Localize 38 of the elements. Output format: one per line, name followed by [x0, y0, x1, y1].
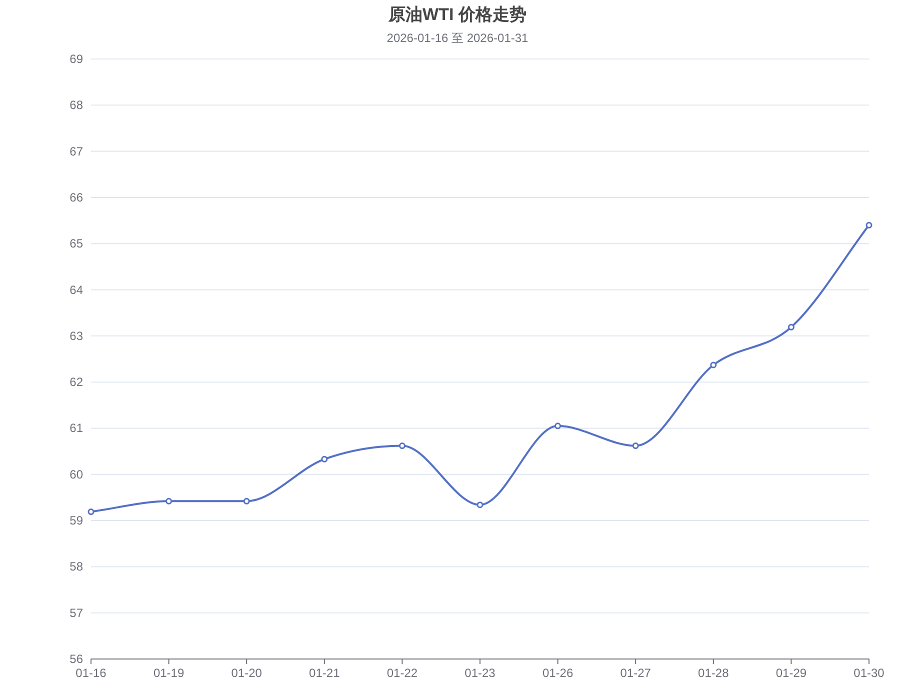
- y-tick-label: 63: [70, 328, 84, 343]
- x-tick-label: 01-23: [464, 666, 496, 680]
- point: [88, 508, 94, 516]
- x-tick-label: 01-19: [153, 666, 184, 680]
- point: [866, 222, 872, 228]
- y-tick-label: 62: [70, 375, 84, 390]
- y-tick-label: 56: [70, 652, 84, 666]
- y-tick-label: 68: [70, 98, 84, 112]
- point: [710, 362, 717, 368]
- y-tick-label: 66: [70, 190, 84, 204]
- point: [788, 324, 794, 330]
- y-tick-label: 59: [70, 514, 84, 528]
- x-tick-label: 01-16: [76, 666, 107, 680]
- point: [554, 422, 562, 430]
- point: [243, 498, 250, 504]
- y-tick-label: 69: [70, 52, 84, 66]
- point: [476, 502, 484, 508]
- chart-subtitle: 2026-01-16 至 2026-01-31: [386, 31, 529, 45]
- x-tick-label: 01-26: [542, 666, 574, 680]
- y-tick-label: 61: [70, 421, 84, 436]
- point: [632, 442, 639, 450]
- x-tick-label: 01-21: [309, 666, 340, 680]
- x-tick-label: 01-22: [386, 666, 418, 680]
- x-tick-label: 01-30: [854, 666, 885, 680]
- chart-title: 原油WTI 价格走势: [388, 5, 526, 24]
- x-tick-label: 01-27: [620, 666, 652, 680]
- y-tick-label: 60: [70, 467, 84, 482]
- y-tick-label: 58: [70, 560, 84, 574]
- x-tick-label: 01-28: [698, 666, 730, 680]
- y-tick-label: 57: [70, 606, 84, 620]
- point: [166, 498, 172, 504]
- y-tick-label: 64: [70, 282, 84, 297]
- y-tick-label: 67: [70, 144, 84, 158]
- x-tick-label: 01-29: [776, 666, 807, 680]
- y-tick-label: 65: [70, 236, 84, 251]
- point: [398, 442, 406, 450]
- x-tick-label: 01-20: [231, 666, 262, 680]
- point: [321, 456, 328, 462]
